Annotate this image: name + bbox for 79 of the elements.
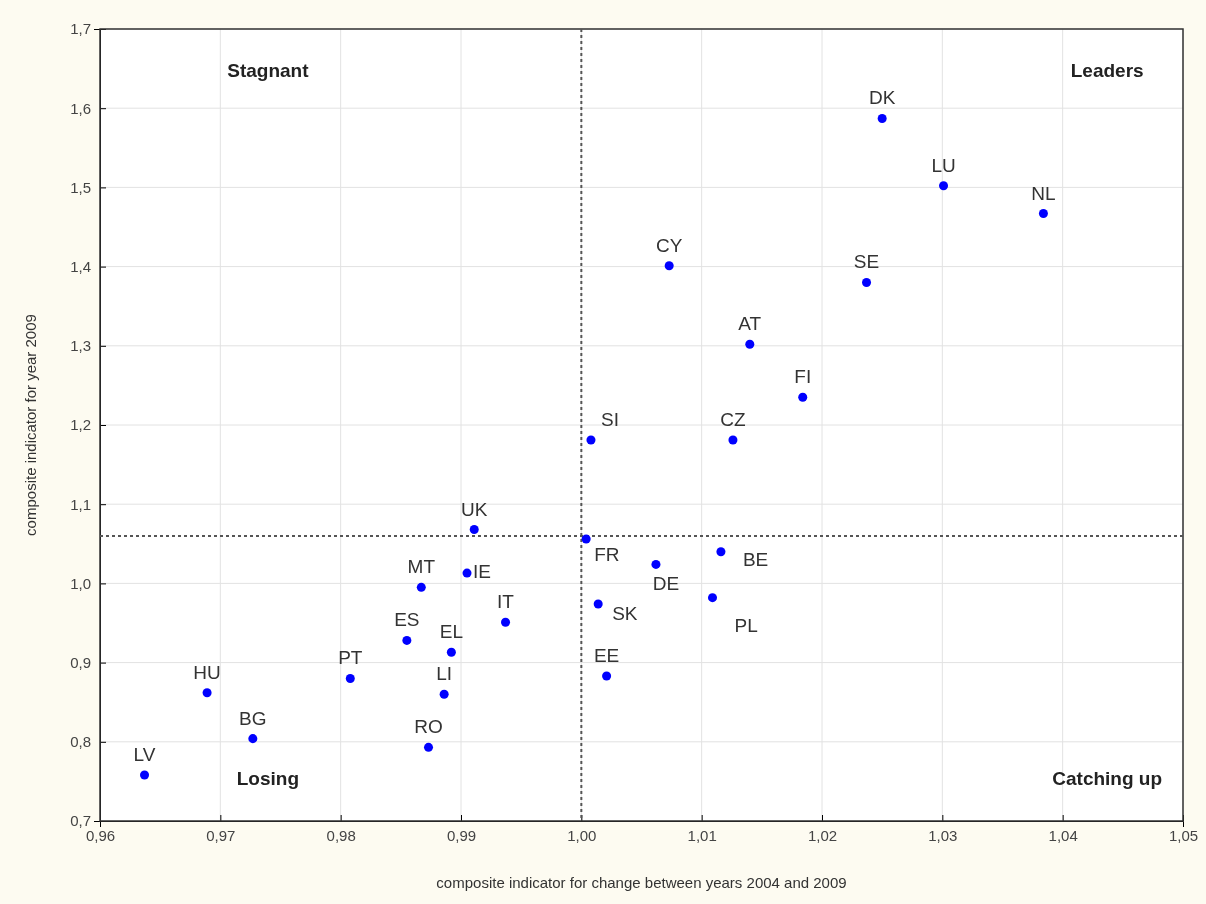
point bbox=[716, 547, 726, 557]
y-tick-label: 1,4 bbox=[70, 257, 91, 275]
annotation: HU bbox=[193, 661, 221, 683]
x-tick-label: 1,04 bbox=[1048, 826, 1078, 844]
annotation: Stagnant bbox=[227, 59, 310, 81]
y-tick-label: 1,0 bbox=[70, 574, 91, 592]
annotation: PL bbox=[734, 614, 758, 636]
y-tick-label: 1,1 bbox=[70, 495, 91, 513]
annotation: SK bbox=[612, 602, 638, 624]
annotation: BE bbox=[742, 548, 769, 570]
point bbox=[202, 688, 212, 698]
annotation: Losing bbox=[236, 768, 300, 790]
point bbox=[416, 582, 426, 592]
annotation: Catching up bbox=[1052, 768, 1163, 790]
y-tick-label: 1,5 bbox=[70, 178, 91, 196]
point bbox=[469, 525, 479, 535]
point bbox=[402, 635, 412, 645]
annotation: UK bbox=[461, 498, 488, 520]
point bbox=[862, 277, 872, 287]
point bbox=[439, 689, 449, 699]
y-tick-label: 1,3 bbox=[70, 337, 91, 355]
annotation: EL bbox=[439, 621, 463, 643]
annotation: Leaders bbox=[1070, 59, 1144, 81]
annotation: ES bbox=[394, 609, 420, 631]
x-tick-label: 1,03 bbox=[928, 826, 958, 844]
annotation: CZ bbox=[720, 409, 747, 431]
annotation: FR bbox=[594, 544, 620, 566]
y-tick-label: 1,2 bbox=[70, 416, 91, 434]
point bbox=[581, 534, 591, 544]
x-tick-label: 1,05 bbox=[1168, 826, 1199, 844]
annotation: SE bbox=[853, 251, 880, 273]
point bbox=[651, 559, 661, 569]
annotation: FI bbox=[794, 366, 812, 388]
x-tick-label: 0,99 bbox=[446, 826, 477, 844]
point bbox=[798, 392, 808, 402]
y-tick-label: 1,7 bbox=[70, 20, 91, 38]
annotation: AT bbox=[738, 313, 762, 335]
y-tick-label: 0,8 bbox=[70, 733, 91, 751]
annotation: IE bbox=[473, 561, 491, 583]
point bbox=[664, 261, 674, 271]
annotation: SI bbox=[600, 409, 619, 431]
point bbox=[140, 770, 150, 780]
point bbox=[877, 113, 887, 123]
point bbox=[593, 599, 603, 609]
annotation: LU bbox=[931, 154, 956, 176]
annotation: IT bbox=[497, 591, 515, 613]
x-tick-label: 0,98 bbox=[326, 826, 356, 844]
x-axis-title: composite indicator for change between years 2004 and 2009 bbox=[436, 874, 847, 891]
point bbox=[707, 593, 718, 603]
point bbox=[345, 673, 355, 683]
point bbox=[728, 435, 738, 445]
point bbox=[1038, 209, 1048, 219]
annotation: CY bbox=[655, 234, 683, 256]
annotation: BG bbox=[239, 707, 267, 729]
annotation: PT bbox=[338, 647, 363, 669]
y-tick-label: 0,9 bbox=[70, 653, 91, 671]
x-tick-label: 1,01 bbox=[687, 826, 717, 844]
x-tick-label: 1,02 bbox=[807, 826, 838, 844]
x-tick-label: 1,00 bbox=[567, 826, 597, 844]
point bbox=[501, 617, 511, 627]
y-tick-label: 1,6 bbox=[70, 99, 91, 117]
point bbox=[745, 339, 755, 349]
point bbox=[248, 734, 258, 744]
annotation: MT bbox=[407, 556, 436, 578]
annotation: RO bbox=[414, 716, 443, 738]
annotation: NL bbox=[1031, 182, 1056, 204]
annotation: DK bbox=[868, 87, 896, 109]
y-axis-title: composite indicator for year 2009 bbox=[22, 314, 39, 536]
annotation: DE bbox=[652, 573, 680, 595]
point bbox=[586, 435, 596, 445]
annotation: LV bbox=[133, 744, 156, 766]
annotation: LI bbox=[436, 663, 453, 685]
annotation: EE bbox=[593, 645, 620, 667]
point bbox=[462, 568, 472, 578]
point bbox=[602, 671, 612, 681]
point bbox=[424, 742, 434, 752]
point bbox=[446, 647, 456, 657]
x-tick-label: 0,97 bbox=[206, 826, 236, 844]
point bbox=[939, 181, 949, 191]
